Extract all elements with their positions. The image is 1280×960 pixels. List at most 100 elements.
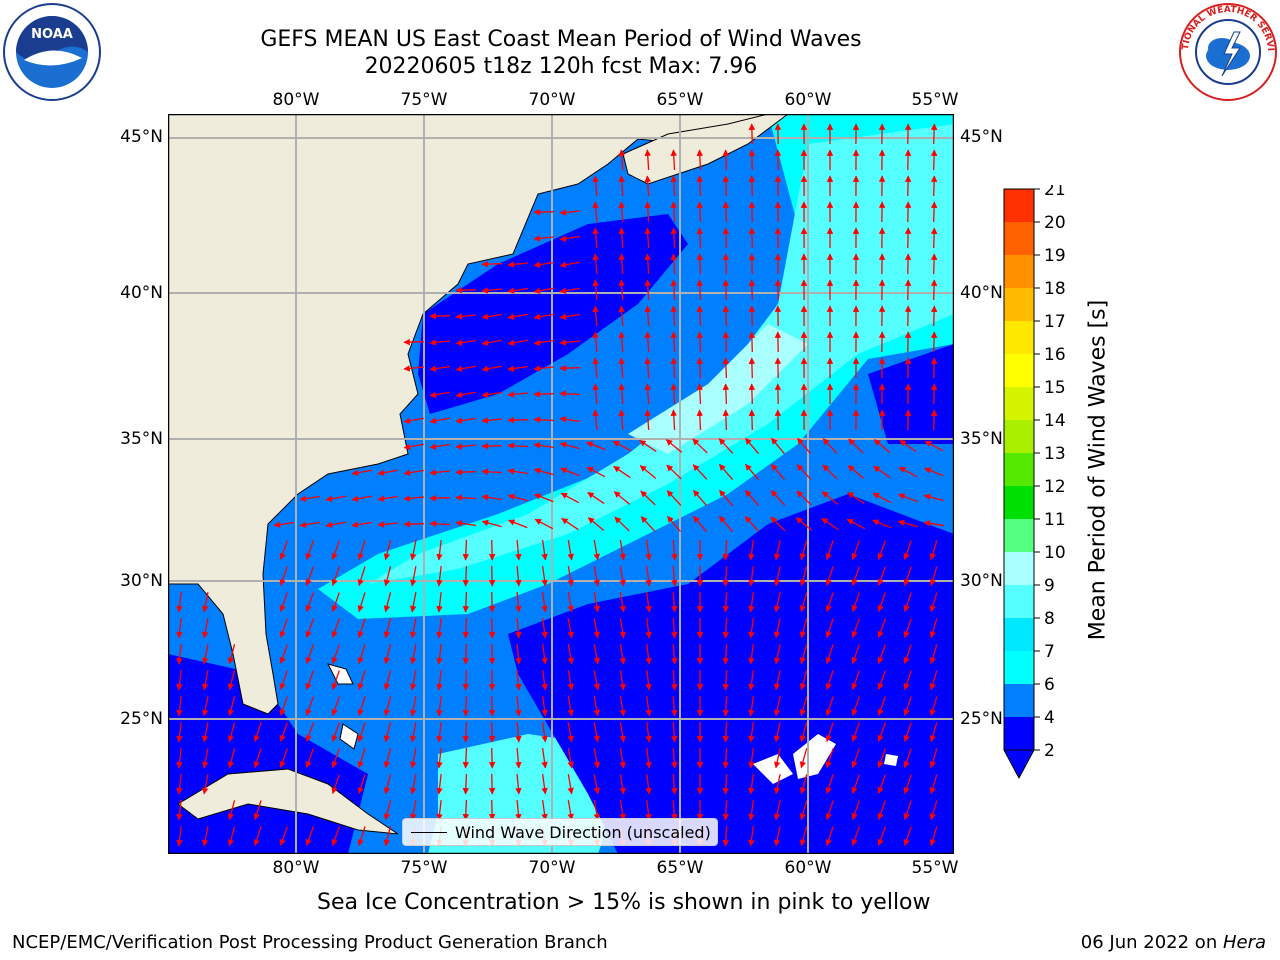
wind-wave-arrow (383, 592, 392, 613)
wind-wave-arrow (692, 464, 708, 480)
wind-wave-arrow (846, 518, 866, 530)
footer-date: 06 Jun 2022 on Hera (1081, 932, 1266, 954)
wind-wave-arrow (618, 227, 625, 249)
wind-wave-arrow (227, 800, 236, 821)
wind-wave-arrow (488, 591, 496, 613)
wind-wave-arrow (848, 438, 864, 454)
wind-wave-arrow (455, 313, 477, 320)
wind-wave-arrow (799, 722, 808, 743)
wind-wave-arrow (930, 279, 938, 301)
wind-wave-arrow (515, 669, 522, 691)
wind-wave-arrow (541, 592, 548, 613)
wind-wave-arrow (773, 696, 781, 717)
wind-wave-arrow (722, 279, 730, 301)
wind-wave-direction-arrows (176, 123, 944, 847)
wind-wave-arrow (299, 521, 320, 528)
land-nova-scotia (622, 114, 789, 185)
wind-wave-arrow (873, 465, 891, 479)
wind-wave-arrow (176, 747, 183, 769)
colorbar-segment (1004, 618, 1034, 651)
wind-wave-arrow (305, 722, 315, 743)
wind-wave-arrow (507, 468, 528, 475)
wind-wave-arrow (305, 566, 315, 587)
wind-wave-arrow (403, 495, 425, 502)
wind-wave-arrow (559, 364, 581, 372)
wind-wave-arrow (696, 227, 704, 249)
wind-wave-arrow (795, 517, 813, 531)
lon-tick-bottom: 60°W (784, 858, 832, 878)
wind-wave-arrow (357, 566, 366, 587)
colorbar-segment (1004, 288, 1034, 321)
wind-wave-arrow (851, 748, 860, 769)
wind-wave-arrow (799, 826, 808, 847)
wind-wave-arrow (279, 696, 288, 717)
lon-tick-bottom: 75°W (400, 858, 448, 878)
wind-wave-arrow (670, 253, 678, 275)
footer-credit: NCEP/EMC/Verification Post Processing Pr… (12, 932, 608, 953)
wind-wave-arrow (644, 409, 651, 431)
wind-wave-arrow (227, 722, 236, 743)
wind-wave-arrow (696, 357, 704, 379)
wind-wave-arrow (748, 826, 755, 847)
wind-wave-arrow (383, 774, 392, 795)
wind-wave-arrow (671, 695, 678, 717)
wind-wave-arrow (410, 566, 417, 587)
wind-wave-arrow (567, 696, 574, 717)
colorbar-segment (1004, 354, 1034, 387)
wind-wave-arrow (202, 592, 209, 613)
wind-wave-arrow (202, 722, 209, 743)
colorbar-tick-label: 7 (1044, 642, 1055, 662)
colorbar-tick-label: 8 (1044, 609, 1055, 629)
wind-wave-arrow (533, 416, 555, 424)
wind-wave-arrow (410, 800, 417, 821)
wind-wave-arrow (561, 517, 579, 531)
wind-wave-arrow (903, 774, 912, 795)
wind-wave-arrow (618, 279, 625, 301)
wind-wave-arrow (670, 357, 678, 379)
wind-wave-arrow (560, 492, 580, 504)
wind-wave-arrow (508, 519, 528, 529)
wind-wave-arrow (202, 618, 209, 639)
wind-wave-arrow (383, 670, 392, 691)
wind-wave-arrow (670, 279, 678, 301)
colorbar-tick-label: 6 (1044, 675, 1055, 695)
map-frame (168, 114, 954, 854)
colorbar-tick-label: 12 (1044, 477, 1066, 497)
wind-wave-arrow (533, 390, 555, 398)
wind-wave-arrow (903, 748, 912, 769)
wind-wave-arrow (357, 722, 366, 743)
wind-wave-arrow (515, 695, 522, 717)
wind-wave-arrow (692, 489, 708, 507)
wind-wave-arrow (930, 253, 938, 275)
wind-wave-arrow (930, 331, 938, 353)
wind-wave-arrow (533, 442, 554, 449)
wind-wave-arrow (488, 539, 496, 561)
wind-wave-arrow (696, 149, 704, 171)
colorbar-segment (1004, 453, 1034, 486)
lon-tick-top: 60°W (784, 90, 832, 110)
wind-wave-arrow (773, 826, 781, 847)
wind-wave-arrow (462, 695, 470, 717)
wind-wave-arrow (671, 799, 678, 821)
wind-wave-arrow (567, 644, 574, 665)
wind-wave-arrow (722, 591, 729, 613)
wind-wave-arrow (593, 748, 600, 769)
wind-wave-arrow (613, 491, 631, 505)
no-data-patch (753, 754, 793, 784)
wind-wave-arrow (722, 669, 729, 691)
wind-wave-arrow (799, 566, 808, 587)
colorbar-segment (1004, 420, 1034, 453)
wind-wave-arrow (613, 465, 631, 479)
wind-wave-arrow (722, 799, 729, 821)
wind-wave-arrow (351, 469, 372, 476)
wind-wave-arrow (644, 357, 651, 379)
wind-wave-arrow (670, 175, 678, 197)
wind-wave-arrow (722, 149, 730, 171)
colorbar-tick-label: 9 (1044, 576, 1055, 596)
wind-wave-arrow (429, 520, 451, 528)
wind-wave-arrow (515, 773, 522, 795)
wind-wave-arrow (748, 175, 756, 197)
lon-tick-top: 65°W (656, 90, 704, 110)
wind-wave-arrow (773, 592, 781, 613)
wind-wave-arrow (692, 438, 708, 454)
